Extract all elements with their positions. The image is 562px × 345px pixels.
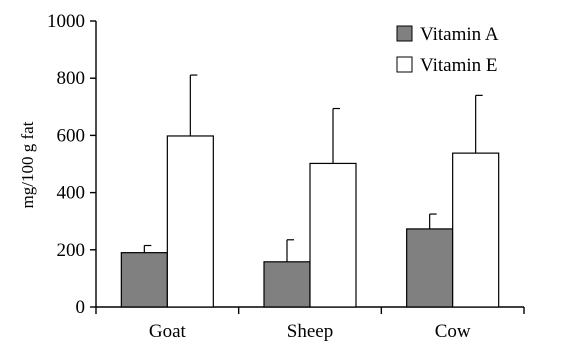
bar-vitamin-a-sheep: [263, 261, 311, 308]
bar-vitamin-e-cow: [452, 152, 500, 308]
y-tick-label-400: 400: [57, 183, 86, 204]
plot-area: 0 200 400 600 800 1000 Goat Sheep Cow: [47, 11, 525, 342]
x-tick-label-goat: Goat: [149, 321, 187, 342]
bar-vitamin-a-goat: [120, 252, 168, 308]
legend-label-vitamin-e: Vitamin E: [420, 55, 497, 76]
y-tick-label-800: 800: [57, 68, 86, 89]
bar-vitamin-e-goat: [166, 135, 214, 308]
legend-swatch-vitamin-e: [396, 56, 413, 73]
x-tick-label-sheep: Sheep: [287, 321, 333, 342]
y-tick-label-1000: 1000: [47, 11, 85, 32]
y-tick-label-200: 200: [57, 240, 86, 261]
y-tick-label-0: 0: [76, 297, 86, 318]
legend-label-vitamin-a: Vitamin A: [420, 24, 499, 45]
legend-swatch-vitamin-a: [396, 25, 413, 42]
bar-vitamin-a-cow: [406, 228, 454, 308]
legend: Vitamin A Vitamin E: [396, 24, 499, 76]
x-tick-label-cow: Cow: [435, 321, 471, 342]
y-axis-title: mg/100 g fat: [18, 121, 37, 208]
y-tick-label-600: 600: [57, 125, 86, 146]
bar-vitamin-e-sheep: [309, 162, 357, 308]
